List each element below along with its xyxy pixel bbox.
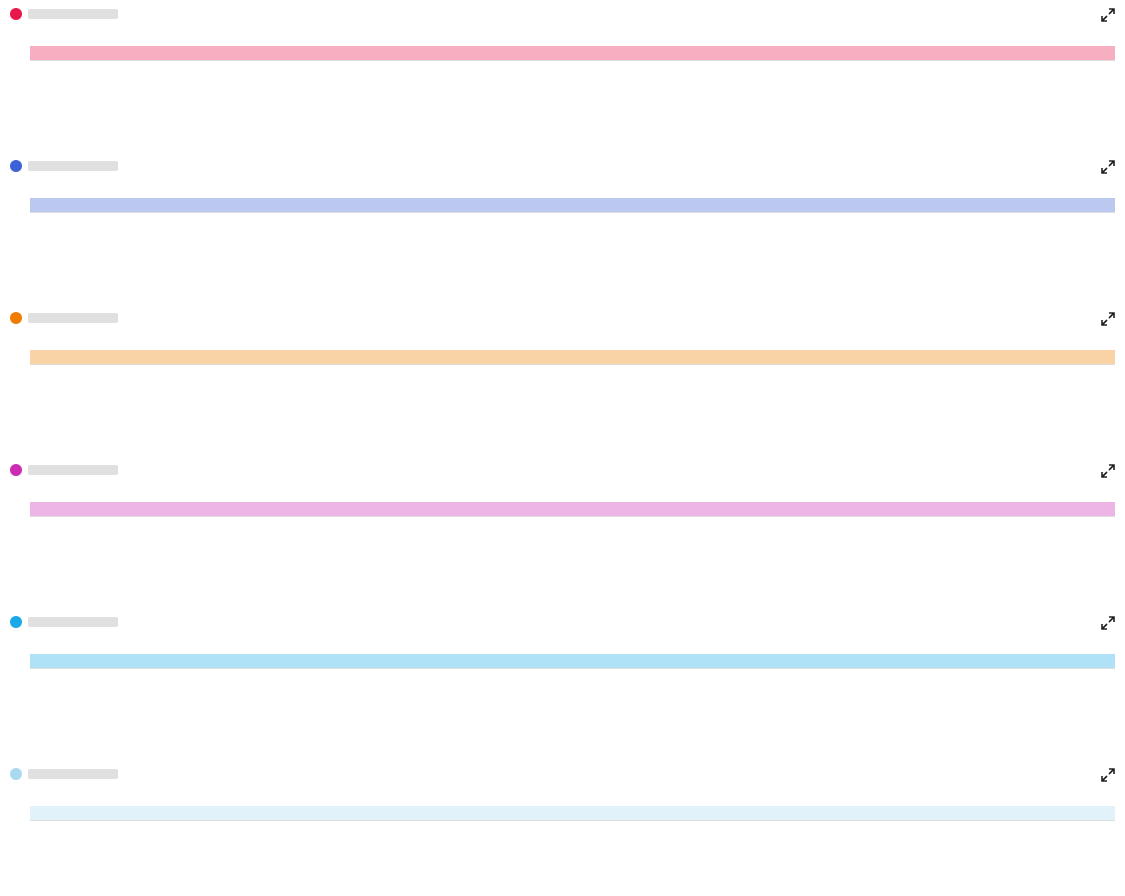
title-placeholder [28, 313, 118, 323]
plot-area [30, 790, 1115, 821]
plot-area [30, 638, 1115, 669]
plot-area [30, 334, 1115, 365]
plot-area [30, 30, 1115, 61]
series-band [30, 198, 1115, 212]
series-color-dot [10, 312, 22, 324]
chart-panel [0, 4, 1125, 64]
chart-panel [0, 156, 1125, 216]
chart-panel [0, 308, 1125, 368]
series-color-dot [10, 464, 22, 476]
series-band [30, 806, 1115, 820]
plot-area [30, 182, 1115, 213]
expand-icon[interactable] [1101, 768, 1115, 782]
chart-panel [0, 460, 1125, 520]
series-band [30, 350, 1115, 364]
title-placeholder [28, 161, 118, 171]
chart-panel [0, 764, 1125, 824]
series-color-dot [10, 8, 22, 20]
series-color-dot [10, 160, 22, 172]
title-placeholder [28, 769, 118, 779]
expand-icon[interactable] [1101, 8, 1115, 22]
chart-panel [0, 612, 1125, 672]
series-color-dot [10, 616, 22, 628]
series-color-dot [10, 768, 22, 780]
expand-icon[interactable] [1101, 312, 1115, 326]
plot-area [30, 486, 1115, 517]
series-band [30, 654, 1115, 668]
title-placeholder [28, 465, 118, 475]
series-band [30, 502, 1115, 516]
series-band [30, 46, 1115, 60]
expand-icon[interactable] [1101, 464, 1115, 478]
title-placeholder [28, 9, 118, 19]
title-placeholder [28, 617, 118, 627]
expand-icon[interactable] [1101, 616, 1115, 630]
expand-icon[interactable] [1101, 160, 1115, 174]
